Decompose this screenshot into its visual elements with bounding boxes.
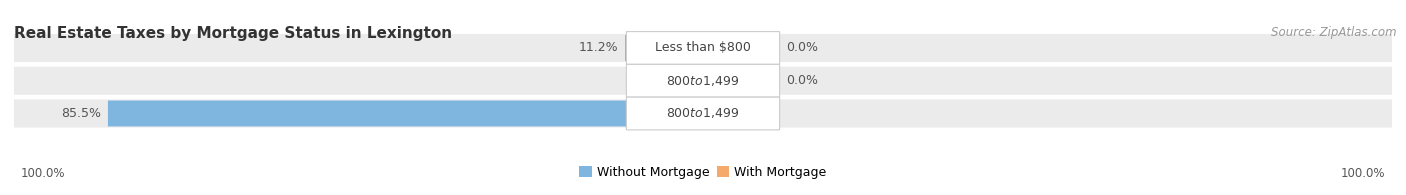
Text: 100.0%: 100.0% [21, 167, 66, 180]
FancyBboxPatch shape [627, 32, 779, 64]
Text: 100.0%: 100.0% [1340, 167, 1385, 180]
FancyBboxPatch shape [108, 100, 703, 126]
Text: 0.83%: 0.83% [716, 107, 755, 120]
Text: 3.4%: 3.4% [641, 74, 672, 87]
FancyBboxPatch shape [626, 35, 703, 61]
Text: 85.5%: 85.5% [60, 107, 101, 120]
FancyBboxPatch shape [14, 67, 1392, 95]
FancyBboxPatch shape [627, 97, 779, 130]
FancyBboxPatch shape [679, 68, 703, 94]
Text: 0.0%: 0.0% [786, 74, 818, 87]
Legend: Without Mortgage, With Mortgage: Without Mortgage, With Mortgage [574, 161, 832, 184]
Text: Real Estate Taxes by Mortgage Status in Lexington: Real Estate Taxes by Mortgage Status in … [14, 26, 453, 41]
Text: Less than $800: Less than $800 [655, 42, 751, 54]
Text: 0.0%: 0.0% [786, 42, 818, 54]
FancyBboxPatch shape [14, 34, 1392, 62]
Text: $800 to $1,499: $800 to $1,499 [666, 74, 740, 88]
Text: Source: ZipAtlas.com: Source: ZipAtlas.com [1271, 26, 1396, 39]
FancyBboxPatch shape [14, 99, 1392, 128]
Text: $800 to $1,499: $800 to $1,499 [666, 106, 740, 121]
FancyBboxPatch shape [703, 100, 709, 126]
FancyBboxPatch shape [627, 64, 779, 97]
Text: 11.2%: 11.2% [578, 42, 619, 54]
